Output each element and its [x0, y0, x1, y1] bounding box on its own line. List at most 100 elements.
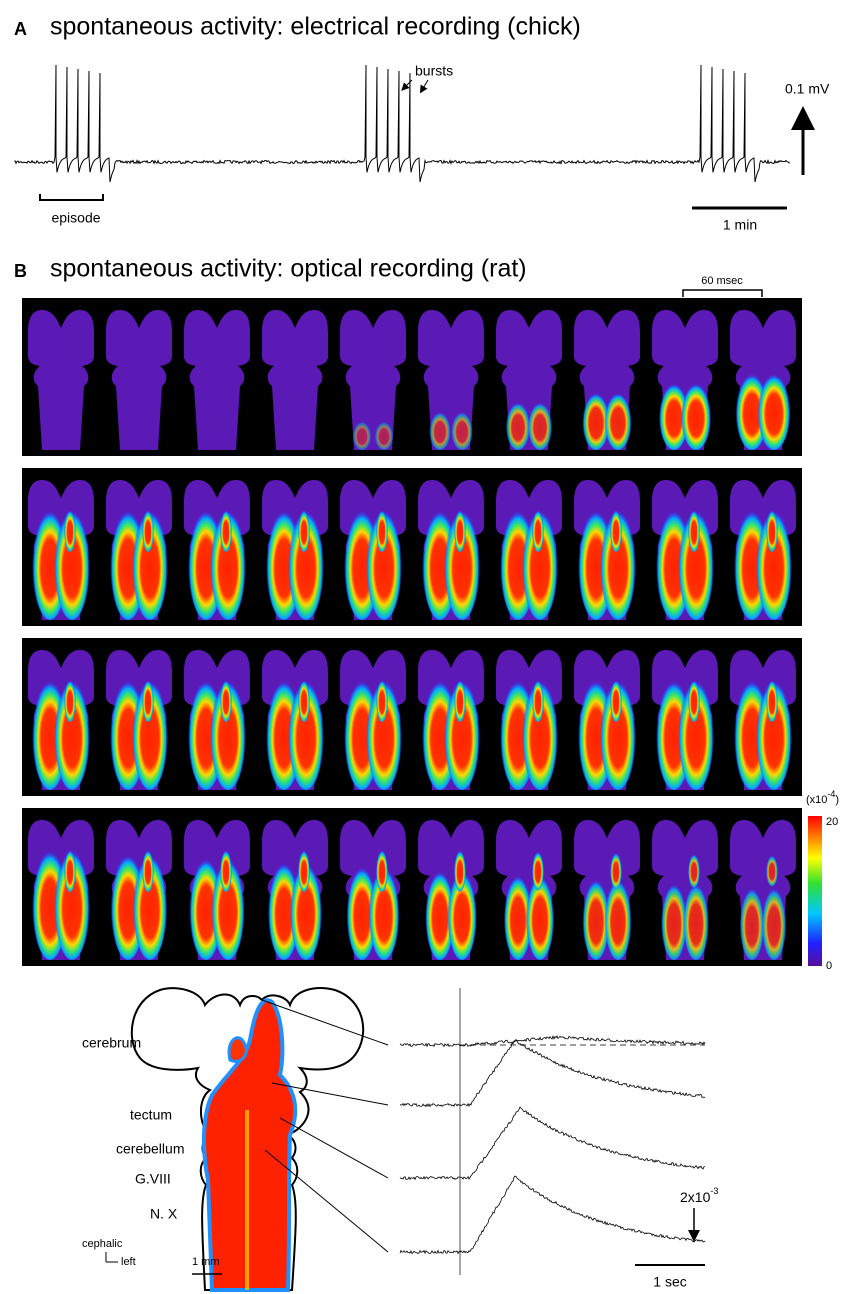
frame [418, 650, 484, 790]
scale-label: 60 msec [701, 275, 743, 287]
activity [610, 508, 622, 552]
annotation: episode [51, 210, 100, 226]
frame [730, 650, 796, 790]
frame [106, 820, 172, 960]
figure: A spontaneous activity: electrical recor… [0, 0, 849, 1294]
activity [64, 508, 76, 552]
episode-bracket [40, 194, 103, 200]
scale-label: 1 min [723, 217, 757, 233]
frame [652, 650, 718, 790]
frame [340, 480, 406, 620]
activity [688, 508, 700, 552]
activity [375, 420, 394, 450]
activity [142, 678, 154, 722]
frame [574, 310, 640, 450]
orientation-axes [106, 1252, 118, 1262]
activity [740, 884, 765, 960]
scale-label: 1 sec [653, 1274, 686, 1290]
scale-label: 1 mm [192, 1256, 220, 1268]
colorbar [808, 816, 822, 966]
arrow [404, 80, 412, 88]
frame [652, 480, 718, 620]
activity [142, 848, 154, 892]
activity [604, 390, 631, 450]
activity [532, 850, 544, 891]
colorbar-unit: (x10-4) [806, 789, 839, 806]
activity [454, 508, 466, 552]
frame [730, 310, 796, 450]
scale-base: 2x10 [680, 1189, 711, 1205]
activity [762, 884, 787, 960]
activity [454, 848, 466, 891]
frame [418, 480, 484, 620]
unit-base: (x10 [806, 794, 827, 806]
activity [298, 848, 310, 892]
frame [184, 480, 250, 620]
activity [506, 400, 531, 450]
frame [28, 650, 94, 790]
frame [262, 480, 328, 620]
region-label: tectum [130, 1107, 172, 1123]
activity [766, 508, 778, 552]
activity [766, 854, 778, 886]
frame [730, 480, 796, 620]
activity [532, 678, 544, 722]
frame [496, 310, 562, 450]
frame [496, 480, 562, 620]
frame [340, 820, 406, 960]
region-label: N. X [150, 1206, 178, 1222]
activity [688, 852, 700, 887]
trace [400, 1176, 705, 1254]
activity [532, 508, 544, 552]
activity [451, 410, 473, 450]
activity [681, 380, 711, 450]
frame [496, 650, 562, 790]
scale-exponent: -3 [710, 1186, 718, 1196]
frame [262, 650, 328, 790]
activity [376, 508, 388, 552]
activity [688, 678, 700, 722]
trace [400, 1040, 705, 1106]
frame [262, 820, 328, 960]
electrical-trace [15, 65, 790, 182]
frame-rows [22, 298, 802, 966]
unit-exponent: -4 [827, 789, 835, 799]
region-label: G.VIII [135, 1171, 171, 1187]
frame [574, 480, 640, 620]
brain-map [132, 988, 363, 1290]
activity [298, 678, 310, 722]
frame [574, 650, 640, 790]
activity [376, 678, 388, 722]
activity [298, 508, 310, 552]
colorbar-label: 20 [826, 816, 838, 828]
frame [496, 820, 562, 960]
activity [429, 410, 451, 450]
frame [106, 480, 172, 620]
activity [610, 851, 622, 889]
frame [418, 820, 484, 960]
activity [220, 508, 232, 552]
activity [142, 508, 154, 552]
annotation: bursts [415, 63, 453, 79]
activity [220, 848, 232, 892]
panel-title: spontaneous activity: electrical recordi… [50, 13, 581, 41]
frame [184, 650, 250, 790]
trace [400, 1107, 705, 1179]
activity [454, 678, 466, 722]
activity [64, 678, 76, 722]
frame [28, 480, 94, 620]
colorbar-label: 0 [826, 960, 832, 972]
activity [220, 678, 232, 722]
panel-letter: A [14, 19, 27, 39]
activity-area [229, 1038, 246, 1062]
activity [757, 370, 790, 450]
frame [184, 820, 250, 960]
region-label: cerebrum [82, 1035, 141, 1051]
scale-label: 0.1 mV [785, 81, 830, 97]
activity [376, 848, 388, 892]
activity [353, 420, 372, 450]
activity [610, 678, 622, 722]
scale-label: 2x10-3 [680, 1186, 718, 1204]
panel-letter: B [14, 261, 27, 281]
frame [652, 310, 718, 450]
